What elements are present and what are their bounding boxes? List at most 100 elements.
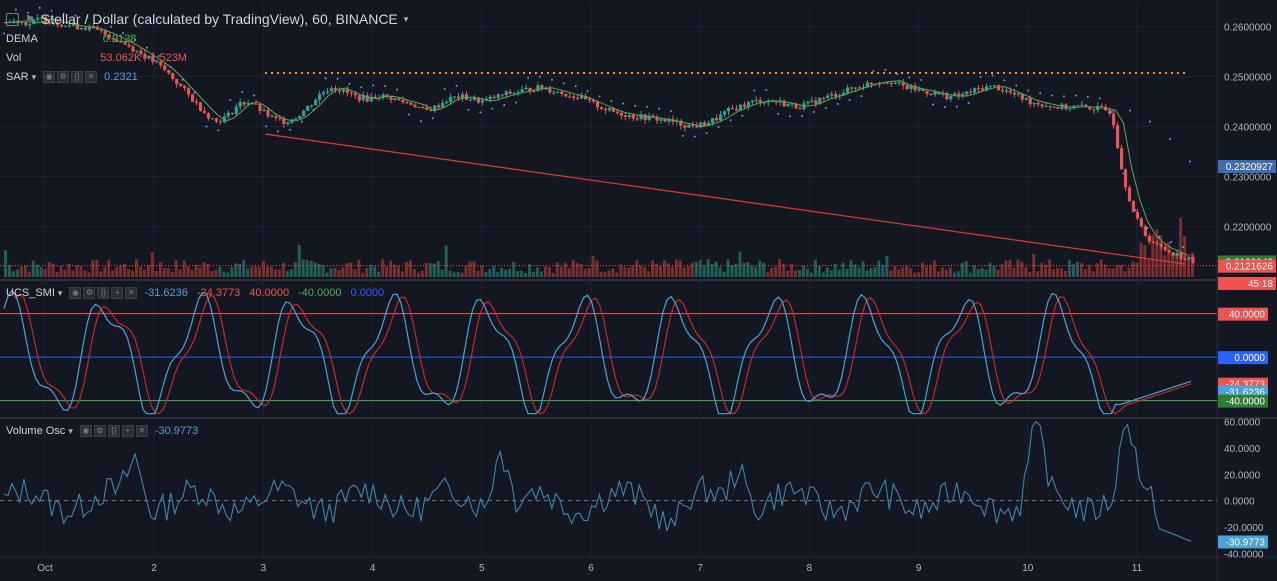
y-tick-label: 0.2500000: [1224, 73, 1272, 84]
volume-bar: [897, 269, 901, 277]
volume-bar: [520, 270, 524, 277]
smi-menu-chevron-icon[interactable]: ▾: [57, 287, 63, 298]
source-icon[interactable]: {}: [107, 425, 120, 437]
volume-bar: [154, 270, 158, 277]
close-icon[interactable]: ✕: [125, 287, 138, 299]
chevron-down-icon[interactable]: ▾: [403, 13, 409, 24]
collapse-icon[interactable]: [6, 12, 19, 26]
candle-body: [556, 91, 560, 93]
add-icon[interactable]: +: [121, 425, 134, 437]
volume-bar: [258, 266, 262, 277]
sar-controls[interactable]: ◉ ⚙{} ✕: [43, 71, 98, 83]
settings-icon[interactable]: ⚙: [83, 287, 96, 299]
close-icon[interactable]: ✕: [85, 71, 98, 83]
volume-bar: [19, 266, 23, 277]
volume-bar: [412, 269, 416, 277]
source-icon[interactable]: {}: [71, 71, 84, 83]
sar-dot: [800, 115, 803, 118]
volume-bar: [694, 261, 698, 277]
volume-bar: [845, 268, 849, 277]
volume-bar: [940, 267, 944, 277]
smi-controls[interactable]: ◉ ⚙{} + ✕: [69, 287, 138, 299]
flag-icon[interactable]: ⚑: [25, 13, 35, 26]
sar-legend[interactable]: SAR ▾ ◉ ⚙{} ✕ 0.2321: [6, 71, 138, 83]
vosc-legend[interactable]: Volume Osc ▾ ◉ ⚙{} + ✕ -30.9773: [6, 425, 198, 437]
volume-bar: [420, 270, 424, 277]
settings-icon[interactable]: ⚙: [57, 71, 70, 83]
candle-body: [421, 107, 425, 109]
candle-body: [1000, 90, 1005, 92]
candle-body: [1016, 93, 1020, 95]
candle-body: [790, 103, 794, 105]
volume-bar: [1123, 271, 1127, 277]
candle-body: [969, 91, 973, 93]
candle-body: [1167, 250, 1171, 253]
sar-dot: [50, 9, 53, 12]
volume-bar: [1036, 271, 1040, 277]
volume-bar: [111, 270, 115, 277]
candle-body: [413, 104, 417, 107]
candle-body: [580, 95, 584, 99]
volume-bar: [373, 266, 377, 277]
candle-body: [147, 56, 151, 59]
dema-legend[interactable]: DEMA 0.2138: [6, 33, 136, 45]
sar-dot: [312, 108, 315, 111]
sar-dot: [157, 55, 160, 58]
candle-body: [234, 106, 238, 114]
candle-body: [179, 83, 183, 86]
volume-bar: [659, 266, 663, 277]
volume-bar: [786, 270, 790, 277]
volume-bar: [492, 266, 496, 277]
volume-bar: [666, 263, 670, 277]
volume-bar: [976, 269, 980, 277]
add-icon[interactable]: +: [111, 287, 124, 299]
sar-menu-chevron-icon[interactable]: ▾: [31, 71, 37, 82]
eye-icon[interactable]: ◉: [69, 287, 82, 299]
volume-bar: [647, 271, 651, 277]
candle-body: [1112, 113, 1116, 126]
smi-signal-line: [3, 289, 1192, 415]
eye-icon[interactable]: ◉: [43, 71, 56, 83]
volume-bar: [484, 272, 488, 277]
candle-body: [333, 88, 338, 91]
volume-bar: [532, 271, 535, 277]
volume-bar: [99, 271, 103, 277]
close-icon[interactable]: ✕: [135, 425, 148, 437]
sar-dot: [134, 38, 137, 41]
candle-body: [369, 96, 373, 102]
eye-icon[interactable]: ◉: [79, 425, 92, 437]
sar-dot: [562, 82, 565, 85]
volume-bar: [881, 265, 885, 277]
sar-dot: [967, 101, 970, 104]
candle-body: [1183, 258, 1187, 260]
candle-body: [12, 20, 16, 22]
x-tick-label: 6: [588, 563, 594, 574]
vosc-menu-chevron-icon[interactable]: ▾: [68, 425, 73, 436]
volume-bar: [242, 259, 246, 277]
volume-bar: [774, 266, 778, 277]
candle-body: [718, 114, 723, 121]
candle-body: [949, 95, 953, 100]
x-tick-label: Oct: [37, 563, 53, 574]
candle-body: [1092, 109, 1096, 111]
volume-bar: [674, 259, 678, 277]
candle-body: [1044, 106, 1048, 108]
candle-body: [877, 83, 881, 85]
x-tick-label: 10: [1022, 563, 1034, 574]
source-icon[interactable]: {}: [97, 287, 110, 299]
volume-bar: [464, 265, 468, 277]
volume-bar: [857, 267, 861, 277]
settings-icon[interactable]: ⚙: [93, 425, 106, 437]
candle-body: [91, 26, 95, 28]
smi-legend[interactable]: UCS_SMI ▾ ◉ ⚙{} + ✕ -31.6236 -24.3773 40.00…: [6, 287, 384, 299]
chart-title-bar[interactable]: ⚑ Stellar / Dollar (calculated by Tradin…: [6, 11, 408, 27]
candle-body: [691, 124, 695, 126]
vol-legend[interactable]: Vol 53.062K 1.523M: [6, 52, 187, 64]
volume-bar: [222, 271, 226, 277]
vosc-controls[interactable]: ◉ ⚙{} + ✕: [79, 425, 148, 437]
candle-body: [87, 26, 91, 30]
volume-bar: [651, 260, 655, 277]
candle-body: [119, 41, 123, 43]
candle-body: [631, 114, 635, 119]
